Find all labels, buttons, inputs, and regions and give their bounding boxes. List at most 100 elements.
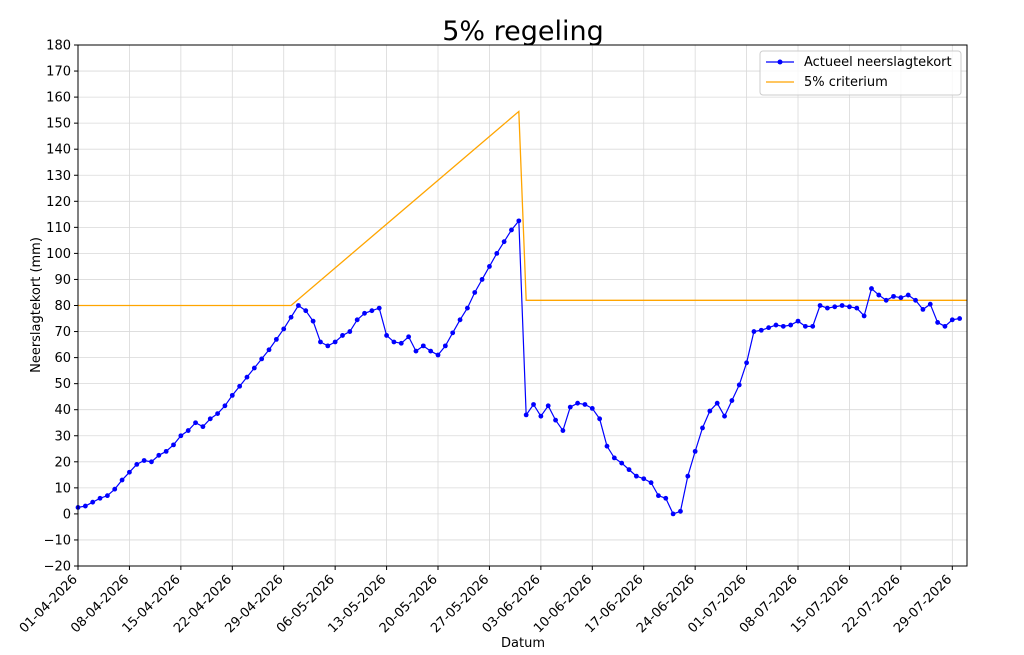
data-point xyxy=(420,343,426,349)
data-point xyxy=(861,313,867,319)
data-point xyxy=(244,374,250,380)
data-point xyxy=(927,301,933,307)
data-point xyxy=(318,339,323,345)
y-tick-label: 80 xyxy=(54,299,71,314)
y-tick-label: 170 xyxy=(46,65,71,80)
data-point xyxy=(362,310,367,316)
data-point xyxy=(604,443,610,449)
y-tick-label: 140 xyxy=(46,143,71,158)
data-point xyxy=(611,455,617,461)
data-point xyxy=(435,352,441,358)
data-point xyxy=(589,406,595,411)
data-point xyxy=(729,398,735,403)
data-point xyxy=(376,305,382,311)
data-point xyxy=(185,428,191,433)
y-tick-label: 30 xyxy=(54,429,71,444)
data-point xyxy=(398,340,404,346)
data-point xyxy=(494,251,500,256)
data-point xyxy=(832,304,838,310)
data-point xyxy=(935,320,941,325)
data-point xyxy=(428,348,434,354)
data-point xyxy=(442,343,448,349)
y-tick-label: 160 xyxy=(46,91,71,106)
data-point xyxy=(215,411,221,417)
y-tick-label: 50 xyxy=(54,377,71,392)
data-point xyxy=(626,467,632,473)
data-point xyxy=(869,286,874,291)
data-point xyxy=(810,323,816,329)
data-point xyxy=(97,495,103,501)
y-tick-label: 0 xyxy=(63,507,71,522)
data-point xyxy=(523,412,529,418)
data-point xyxy=(567,404,573,410)
data-point xyxy=(354,317,360,323)
y-tick-label: 150 xyxy=(46,117,71,132)
data-point xyxy=(582,402,588,407)
data-point xyxy=(788,322,794,328)
data-point xyxy=(891,293,896,299)
data-point xyxy=(288,314,294,320)
data-point xyxy=(854,305,860,311)
x-axis-label: Datum xyxy=(501,636,545,651)
y-tick-label: −10 xyxy=(44,533,71,548)
data-point xyxy=(780,323,786,329)
data-point xyxy=(545,403,551,409)
data-point xyxy=(663,495,669,501)
y-tick-label: 180 xyxy=(46,39,71,54)
data-point xyxy=(773,322,779,328)
data-point xyxy=(707,408,713,414)
data-point xyxy=(553,417,558,423)
y-tick-label: 60 xyxy=(54,351,71,366)
data-point xyxy=(332,339,338,345)
y-tick-label: 130 xyxy=(46,169,71,184)
data-point xyxy=(273,336,279,342)
data-point xyxy=(692,448,698,454)
y-tick-label: 120 xyxy=(46,195,71,210)
y-tick-label: 40 xyxy=(54,403,71,418)
data-point xyxy=(178,433,184,439)
data-point xyxy=(104,493,110,499)
data-point xyxy=(112,486,118,492)
data-point xyxy=(656,493,661,499)
data-point xyxy=(281,326,287,332)
data-point xyxy=(597,416,603,422)
data-point xyxy=(119,477,125,483)
data-point xyxy=(303,308,309,314)
data-point xyxy=(898,295,904,301)
chart-title: 5% regeling xyxy=(442,16,604,47)
series-line-criterium xyxy=(78,110,967,307)
data-point xyxy=(839,303,845,308)
data-point xyxy=(296,303,301,308)
data-point xyxy=(516,218,522,224)
data-point xyxy=(876,292,882,298)
data-point xyxy=(82,503,88,509)
data-point xyxy=(163,448,169,454)
data-point xyxy=(391,339,397,345)
data-point xyxy=(700,425,705,431)
data-point xyxy=(369,308,375,314)
data-point xyxy=(90,499,96,505)
y-tick-label: −20 xyxy=(44,560,71,575)
data-point xyxy=(266,347,272,353)
data-point xyxy=(560,428,566,433)
data-point xyxy=(905,292,911,298)
data-point xyxy=(384,333,389,338)
data-point xyxy=(200,424,206,430)
data-point xyxy=(847,304,852,310)
data-point xyxy=(259,356,265,362)
data-point xyxy=(413,348,419,354)
series-layer xyxy=(75,110,967,517)
data-point xyxy=(751,329,757,334)
y-tick-label: 90 xyxy=(54,273,71,288)
data-point xyxy=(340,333,345,338)
data-point xyxy=(472,290,478,295)
y-tick-label: 20 xyxy=(54,455,71,470)
data-point xyxy=(685,473,691,479)
y-tick-label: 70 xyxy=(54,325,71,340)
legend: Actueel neerslagtekort 5% criterium xyxy=(759,50,962,96)
data-point xyxy=(744,360,749,366)
data-point xyxy=(766,325,772,331)
data-point xyxy=(670,511,676,517)
data-point xyxy=(347,329,353,334)
data-point xyxy=(134,462,140,467)
